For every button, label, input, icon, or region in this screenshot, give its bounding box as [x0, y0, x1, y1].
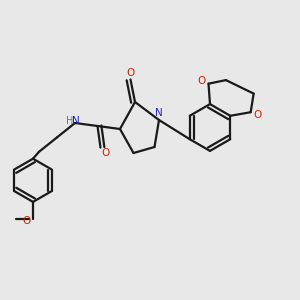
Text: N: N: [155, 108, 163, 118]
Text: O: O: [253, 110, 261, 120]
Text: O: O: [198, 76, 206, 86]
Text: O: O: [126, 68, 135, 78]
Text: O: O: [101, 148, 109, 158]
Text: O: O: [22, 216, 31, 226]
Text: H: H: [66, 116, 73, 126]
Text: N: N: [72, 116, 80, 126]
